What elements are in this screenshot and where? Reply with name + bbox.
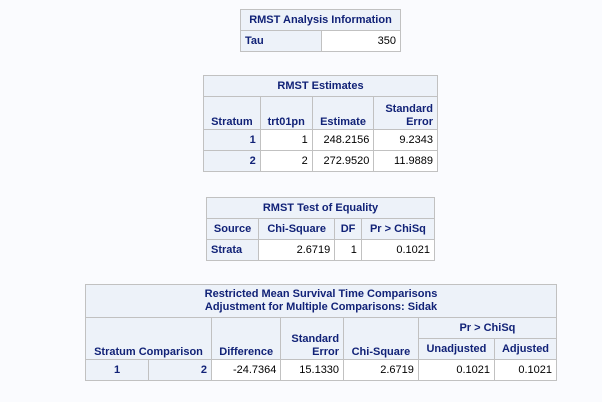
col-header-stratum: Stratum: [203, 96, 261, 130]
col-header-unadjusted: Unadjusted: [417, 338, 496, 360]
col-header-chi-square: Chi-Square: [258, 218, 336, 240]
table-row: 1 2 -24.7364 15.1330 2.6719 0.1021 0.102…: [85, 359, 557, 381]
table-title: RMST Analysis Information: [240, 9, 401, 31]
table-row: Strata 2.6719 1 0.1021: [205, 239, 436, 261]
row-chi-square: 2.6719: [343, 359, 419, 381]
header-line: Standard: [385, 103, 433, 115]
header-line: Error: [312, 346, 340, 358]
row-p: 0.1021: [360, 239, 436, 261]
rmst-analysis-info-table: RMST Analysis Information Tau 350: [240, 9, 401, 52]
row-unadjusted: 0.1021: [417, 359, 496, 381]
row-df: 1: [334, 239, 362, 261]
row-estimate: 272.9520: [311, 150, 375, 172]
col-header-pr-chisq: Pr > ChiSq: [360, 218, 436, 240]
rmst-comparisons-table: Restricted Mean Survival Time Comparison…: [85, 284, 558, 381]
col-header-adjusted: Adjusted: [494, 338, 557, 360]
table-title: RMST Test of Equality: [206, 197, 435, 219]
row-trt: 2: [259, 150, 313, 172]
col-header-standard-error: Standard Error: [280, 317, 345, 360]
row-stratum-2: 2: [148, 359, 212, 381]
row-chi-square: 2.6719: [258, 239, 336, 261]
header-line: Standard: [291, 333, 340, 345]
group-header-pr-chisq: Pr > ChiSq: [417, 317, 558, 339]
row-se: 11.9889: [373, 150, 438, 172]
col-header-trt01pn: trt01pn: [259, 96, 313, 130]
row-se: 15.1330: [280, 359, 345, 381]
row-difference: -24.7364: [210, 359, 282, 381]
row-stratum-1: 1: [85, 359, 149, 381]
table-row: 1 1 248.2156 9.2343: [203, 129, 438, 151]
rmst-test-of-equality-table: RMST Test of Equality Source Chi-Square …: [205, 197, 436, 261]
col-header-standard-error: Standard Error: [373, 96, 438, 130]
table-title: Restricted Mean Survival Time Comparison…: [85, 284, 557, 318]
row-stratum: 1: [203, 129, 261, 151]
table-title: RMST Estimates: [203, 75, 438, 97]
row-adjusted: 0.1021: [494, 359, 557, 381]
col-header-difference: Difference: [210, 317, 282, 360]
header-line: Error: [406, 116, 433, 128]
title-line-1: Restricted Mean Survival Time Comparison…: [204, 288, 438, 300]
row-trt: 1: [259, 129, 313, 151]
row-estimate: 248.2156: [311, 129, 375, 151]
tau-label: Tau: [240, 30, 322, 52]
table-row: 2 2 272.9520 11.9889: [203, 150, 438, 172]
row-se: 9.2343: [373, 129, 438, 151]
row-source: Strata: [205, 239, 260, 261]
col-header-estimate: Estimate: [311, 96, 375, 130]
row-stratum: 2: [203, 150, 261, 172]
title-line-2: Adjustment for Multiple Comparisons: Sid…: [204, 301, 438, 313]
col-header-df: DF: [334, 218, 362, 240]
rmst-estimates-table: RMST Estimates Stratum trt01pn Estimate …: [203, 75, 438, 172]
col-header-stratum-comparison: Stratum Comparison: [85, 317, 212, 360]
col-header-chi-square: Chi-Square: [343, 317, 419, 360]
tau-value: 350: [321, 30, 401, 52]
col-header-source: Source: [205, 218, 260, 240]
